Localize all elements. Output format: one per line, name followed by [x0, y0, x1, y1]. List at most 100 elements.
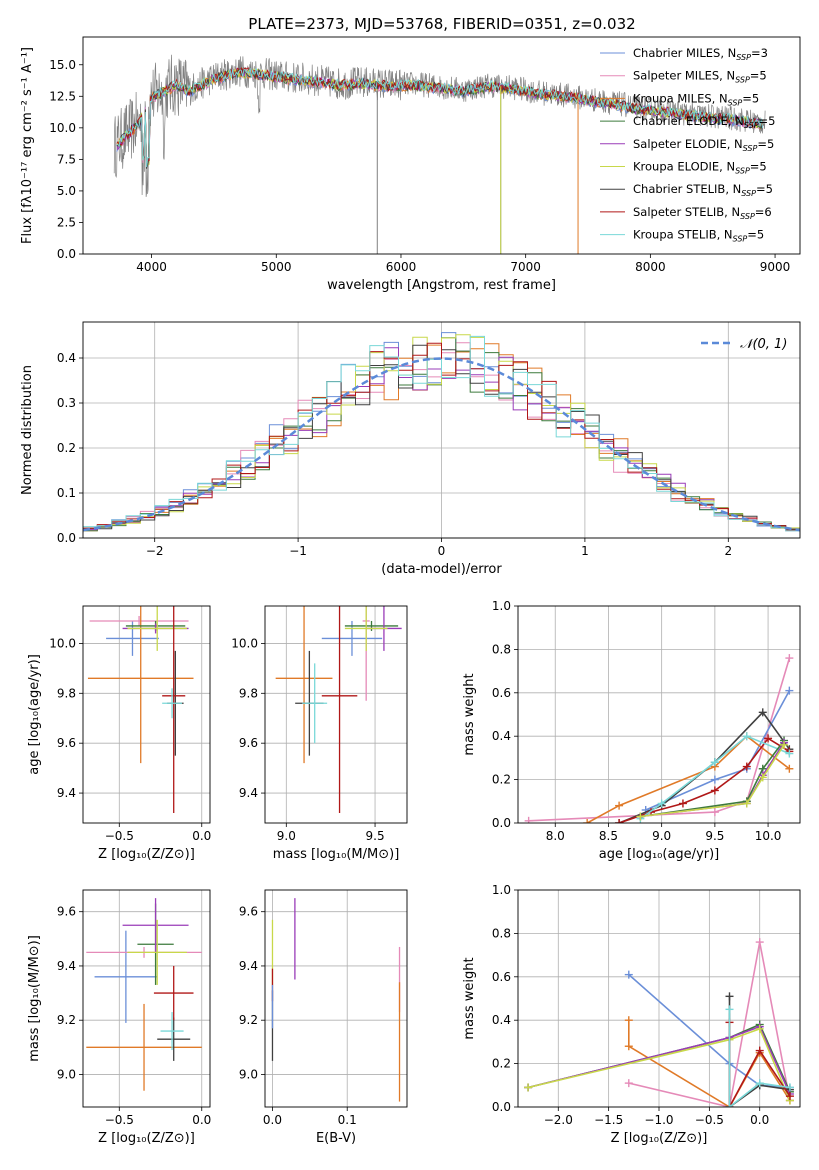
- error-bars: [271, 898, 401, 1102]
- error-bar-point: [160, 1012, 184, 1051]
- x-tick-label: 6000: [386, 260, 417, 274]
- y-tick-label: 0.0: [57, 531, 76, 545]
- axes-frame: [517, 889, 801, 1108]
- axes-frame: [82, 889, 211, 1108]
- x-tick-label: −2.0: [544, 1113, 573, 1127]
- weight-marker: [710, 758, 719, 767]
- weight-series-line: [640, 744, 785, 818]
- weight-marker: [725, 1103, 734, 1107]
- weight-marker: [785, 1092, 794, 1101]
- weight-marker: [725, 1005, 734, 1014]
- weight-marker: [624, 1016, 633, 1025]
- weight-marker: [758, 773, 767, 782]
- x-tick-label: 0.0: [192, 1113, 211, 1127]
- y-tick-label: 0.4: [492, 1013, 511, 1027]
- error-bar-point: [106, 620, 159, 656]
- x-tick-label: 9.5: [366, 829, 385, 843]
- x-tick-label: 0.1: [338, 1113, 357, 1127]
- weight-marker: [636, 812, 645, 821]
- weight-marker: [785, 764, 794, 773]
- x-axis-label: Z [log₁₀(Z/Z⊙)]: [98, 1131, 195, 1146]
- weight-marker: [785, 749, 794, 758]
- spectrum-lines: [113, 54, 766, 254]
- axes-frame: [82, 605, 211, 824]
- x-axis-label: mass [log₁₀(M/M⊙)]: [273, 847, 400, 862]
- x-tick-label: 10.0: [755, 829, 782, 843]
- y-tick-label: 0.2: [492, 773, 511, 787]
- y-tick-label: 10.0: [49, 636, 76, 650]
- residuals-panel: −2 −1 0 1 2 0.0 0.1 0.2 0.3 0.4 (data-model)/error…: [20, 321, 801, 577]
- weight-marker: [624, 1042, 633, 1051]
- error-bars: [87, 606, 194, 814]
- x-tick-label: 2: [724, 544, 732, 558]
- x-tick-label: 9000: [760, 260, 791, 274]
- weight-marker: [710, 775, 719, 784]
- x-tick-label: 9.0: [277, 829, 296, 843]
- error-bars: [275, 606, 402, 814]
- model-fit-line: [116, 67, 764, 168]
- legend-label: Salpeter MILES, NSSP=5: [633, 69, 767, 85]
- y-tick-label: 0.2: [57, 441, 76, 455]
- y-tick-label: 9.4: [239, 786, 258, 800]
- axes-frame: [517, 605, 801, 824]
- y-tick-label: 9.8: [57, 686, 76, 700]
- y-tick-label: 9.4: [57, 959, 76, 973]
- weight-marker: [755, 938, 764, 947]
- legend-label: Salpeter STELIB, NSSP=6: [633, 205, 772, 221]
- y-tick-label: 9.6: [57, 736, 76, 750]
- x-tick-label: 9.0: [652, 829, 671, 843]
- weight-marker: [742, 732, 751, 741]
- weight-lines: [524, 938, 794, 1107]
- y-axis-label: Flux [fλ10⁻¹⁷ erg cm⁻² s⁻¹ A⁻¹]: [20, 47, 35, 244]
- weight-marker: [710, 786, 719, 795]
- axes-frame: [264, 889, 408, 1108]
- y-tick-label: 9.0: [57, 1067, 76, 1081]
- y-tick-label: 0.4: [492, 729, 511, 743]
- y-tick-label: 10.0: [231, 636, 258, 650]
- error-bar-point: [86, 1003, 202, 1091]
- weight-marker: [742, 799, 751, 808]
- mass_vs_ebv-panel: 0.0 0.1 9.0 9.2 9.4 9.6 E(B-V): [239, 889, 408, 1146]
- x-tick-label: 8.0: [546, 829, 565, 843]
- weight-series-line: [645, 690, 791, 811]
- error-bar-point: [162, 688, 182, 719]
- y-axis-label: Normed distribution: [20, 365, 35, 495]
- y-tick-label: 0.0: [492, 1100, 511, 1114]
- age_vs_mass-panel: 9.0 9.5 9.4 9.6 9.8 10.0 mass [log₁₀(M/M⊙)]: [231, 605, 408, 862]
- histogram-series: [83, 335, 800, 532]
- weight-marker: [764, 734, 773, 743]
- x-tick-label: −2: [146, 544, 164, 558]
- legend-label: Chabrier STELIB, NSSP=5: [633, 182, 773, 198]
- x-axis-label: Z [log₁₀(Z/Z⊙)]: [611, 1131, 708, 1146]
- y-tick-label: 0.8: [492, 642, 511, 656]
- weight-marker: [725, 992, 734, 1001]
- weight-marker: [755, 1079, 764, 1088]
- weight-marker: [755, 1046, 764, 1055]
- weight_vs_Z-panel: −2.0 −1.5 −1.0 −0.5 0.0 0.0 0.2 0.4 0.6 0.8 1.0 Z […: [462, 883, 801, 1146]
- axes-frame: [264, 605, 408, 824]
- x-tick-label: 7000: [510, 260, 541, 274]
- x-tick-label: −0.5: [105, 829, 134, 843]
- weight-marker: [583, 819, 592, 823]
- y-axis-label: mass [log₁₀(M/M⊙)]: [27, 935, 42, 1062]
- y-tick-label: 9.6: [239, 736, 258, 750]
- x-tick-label: −1: [289, 544, 307, 558]
- y-tick-label: 0.0: [492, 816, 511, 830]
- weight-marker: [710, 808, 719, 817]
- y-tick-label: 9.6: [57, 905, 76, 919]
- x-tick-label: 8.5: [599, 829, 618, 843]
- x-axis-label: age [log₁₀(age/yr)]: [599, 847, 720, 862]
- x-tick-label: −0.5: [105, 1113, 134, 1127]
- weight-marker: [524, 1083, 533, 1092]
- y-tick-label: 15.0: [49, 58, 76, 72]
- y-tick-label: 12.5: [49, 89, 76, 103]
- y-tick-label: 0.2: [492, 1057, 511, 1071]
- weight-marker: [785, 686, 794, 695]
- weight-marker: [657, 799, 666, 808]
- weight-series-line: [527, 1027, 791, 1101]
- legend-label: Chabrier ELODIE, NSSP=5: [633, 114, 775, 130]
- x-tick-label: 4000: [136, 260, 167, 274]
- error-bars: [86, 898, 202, 1091]
- error-bar-point: [127, 606, 187, 651]
